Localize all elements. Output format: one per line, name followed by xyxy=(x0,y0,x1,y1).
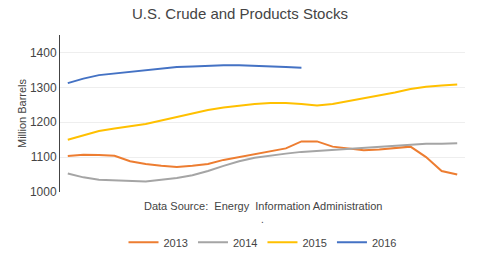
svg-text:2014: 2014 xyxy=(233,237,257,249)
svg-text:Million Barrels: Million Barrels xyxy=(16,78,28,148)
svg-text:1200: 1200 xyxy=(30,115,57,129)
svg-text:1300: 1300 xyxy=(30,81,57,95)
svg-text:1400: 1400 xyxy=(30,46,57,60)
svg-text:.: . xyxy=(261,214,264,225)
svg-text:2015: 2015 xyxy=(302,237,326,249)
svg-text:2013: 2013 xyxy=(164,237,188,249)
svg-text:1100: 1100 xyxy=(31,150,57,164)
svg-text:U.S. Crude and Products Stocks: U.S. Crude and Products Stocks xyxy=(132,5,348,22)
svg-text:1000: 1000 xyxy=(30,185,57,199)
svg-text:2016: 2016 xyxy=(372,237,396,249)
svg-text:Data Source: Energy Informat: Data Source: Energy Information Administ… xyxy=(144,200,382,212)
